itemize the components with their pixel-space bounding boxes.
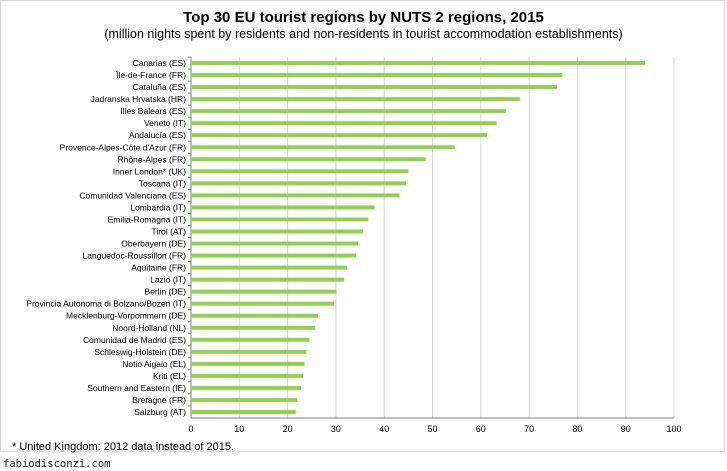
bar [191,121,497,126]
category-label: Notio Aigaio (EL) [122,359,186,369]
category-label: Rhône-Alpes (FR) [118,154,187,164]
bar [191,301,334,306]
footnote: * United Kingdom: 2012 data instead of 2… [12,441,234,453]
category-label: Illes Balears (ES) [120,106,186,116]
x-tick-label: 100 [666,424,681,434]
category-label: Kriti (EL) [153,371,186,381]
bar [191,349,307,354]
bar [191,193,400,198]
category-label: Veneto (IT) [144,118,186,128]
bar [191,289,337,294]
bar-chart: 0 10 20 30 40 50 60 70 80 90 100 Canarias (ES) Île-d… [26,56,682,434]
bar [191,409,296,414]
bar [191,85,558,90]
bar [191,337,310,342]
chart-frame [0,0,725,452]
category-label: Provence-Alpes-Côte d'Azur (FR) [60,142,186,152]
bar [191,373,304,378]
category-label: Lazio (IT) [150,275,186,285]
bar [191,157,426,162]
x-tick-label: 80 [572,424,582,434]
bar [191,61,646,66]
category-label: Canarias (ES) [133,58,187,68]
x-tick-label: 70 [524,424,534,434]
bar [191,361,305,366]
bar [191,109,506,114]
bar [191,205,375,210]
category-label: Inner London* (UK) [113,166,186,176]
category-label: Jadranska Hrvatska (HR) [91,94,187,104]
bar [191,241,359,246]
bar [191,169,409,174]
category-label: Noord-Holland (NL) [112,323,186,333]
category-label: Southern and Eastern (IE) [87,383,186,393]
category-label: Emilia-Romagna (IT) [108,214,187,224]
category-label: Berlin (DE) [144,287,186,297]
bar [191,265,348,270]
bar [191,325,316,330]
category-label: Île-de-France (FR) [115,70,186,80]
x-tick-label: 20 [283,424,293,434]
category-label: Languedoc-Roussillon (FR) [83,251,187,261]
category-label: Mecklenburg-Vorpommern (DE) [66,311,186,321]
category-label: Comunidad de Madrid (ES) [83,335,186,345]
category-label: Aquitaine (FR) [131,263,186,273]
category-label: Oberbayern (DE) [121,239,186,249]
category-label: Bretagne (FR) [132,395,186,405]
bar [191,277,345,282]
bar [191,97,520,102]
category-label: Comunidad Valenciana (ES) [79,190,186,200]
x-tick-label: 50 [427,424,437,434]
category-label: Andalucía (ES) [129,130,186,140]
bar [191,253,357,258]
bar [191,397,298,402]
category-label: Provincia Autonoma di Bolzano/Bozen (IT) [26,299,186,309]
x-tick-label: 30 [331,424,341,434]
x-tick-label: 10 [234,424,244,434]
x-tick-label: 90 [621,424,631,434]
category-label: Toscana (IT) [139,178,186,188]
x-tick-label: 40 [379,424,389,434]
x-tick-label: 0 [188,424,193,434]
watermark: fabiodisconzi.com [3,458,111,470]
bar [191,229,363,234]
bar [191,73,563,78]
category-label: Cataluña (ES) [133,82,187,92]
category-label: Tirol (AT) [152,226,187,236]
category-label: Lombardia (IT) [130,202,186,212]
bar [191,133,488,138]
bar [191,145,455,150]
category-label: Schleswig-Holstein (DE) [94,347,186,357]
bar [191,313,319,318]
bar [191,385,302,390]
bar [191,181,406,186]
chart-title: Top 30 EU tourist regions by NUTS 2 regi… [183,9,544,26]
chart-subtitle: (million nights spent by residents and n… [104,27,623,41]
bar [191,217,369,222]
category-label: Salzburg (AT) [134,407,186,417]
x-tick-label: 60 [476,424,486,434]
